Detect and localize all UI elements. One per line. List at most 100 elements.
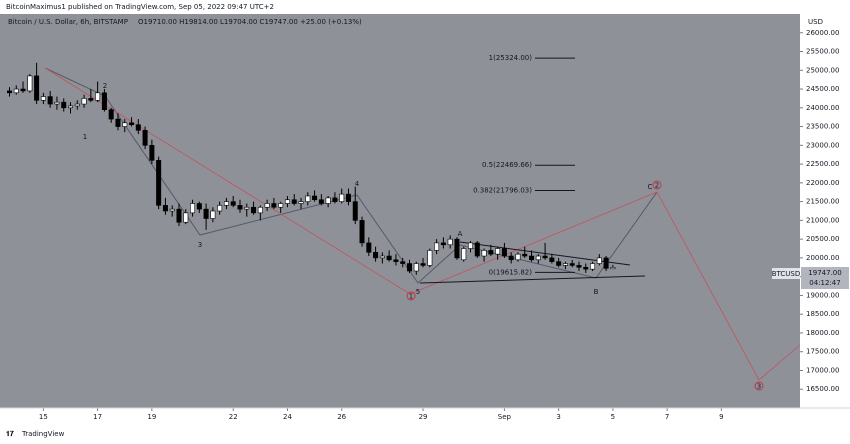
countdown: 04:12:47 (809, 279, 840, 287)
candle-body (88, 98, 94, 101)
wave-label: B (594, 288, 599, 296)
x-tick-label: 9 (719, 413, 723, 421)
candle-body (47, 96, 53, 105)
y-tick-label: 16500.00 (806, 385, 839, 393)
y-tick-label: 23500.00 (806, 123, 839, 131)
candle-body (508, 255, 514, 261)
projection-label: 1 (409, 293, 413, 301)
x-tick-label: 22 (229, 413, 238, 421)
last-price: 19747.00 (808, 269, 841, 277)
candle-body (20, 88, 26, 92)
candle-body (237, 205, 243, 210)
candle-body (515, 253, 521, 261)
y-tick-label: 18500.00 (806, 310, 839, 318)
candle-body (230, 201, 236, 206)
candle-body (339, 193, 345, 202)
candle-body (332, 197, 338, 202)
price-box (801, 267, 849, 289)
y-tick-label: 23000.00 (806, 141, 839, 149)
x-tick-label: 19 (147, 413, 156, 421)
candle-body (596, 257, 602, 264)
candle-body (305, 195, 311, 202)
ohlc-legend: O19710.00 H19814.00 L19704.00 C19747.00 … (138, 18, 362, 26)
candle-body (142, 130, 148, 146)
wave-label: A (458, 230, 463, 238)
wave-label: 2 (103, 82, 107, 90)
candle-body (223, 201, 229, 206)
candle-body (413, 263, 419, 272)
projection-label: 2 (655, 182, 659, 190)
candle-body (474, 242, 480, 257)
candle-body (210, 210, 216, 219)
x-tick-label: 7 (665, 413, 669, 421)
wave-label: 5 (416, 288, 420, 296)
y-tick-label: 24500.00 (806, 85, 839, 93)
candle-body (101, 92, 107, 110)
candle-body (291, 199, 297, 204)
candle-body (251, 206, 257, 214)
candle-body (501, 248, 507, 257)
candle-body (257, 206, 263, 214)
candle-body (149, 145, 155, 161)
y-tick-label: 19000.00 (806, 291, 839, 299)
candle-body (447, 238, 453, 246)
x-tick-label: 5 (611, 413, 615, 421)
y-tick-label: 25000.00 (806, 66, 839, 74)
candle-body (264, 203, 270, 208)
candle-body (183, 212, 189, 223)
x-tick-label: 24 (283, 413, 292, 421)
candle-body (40, 96, 46, 101)
triangle-lower (419, 275, 646, 284)
candle-body (54, 101, 60, 105)
candle-body (122, 122, 128, 127)
projection-label: 3 (757, 383, 761, 391)
candle-body (590, 263, 596, 270)
projection-marker (652, 180, 662, 190)
y-tick-label: 20000.00 (806, 254, 839, 262)
y-tick-label: 24000.00 (806, 104, 839, 112)
x-tick-label: 3 (556, 413, 560, 421)
fib-label: 0(19615.82) (489, 268, 533, 276)
publisher: BitcoinMaximus1 published on TradingView… (6, 3, 274, 11)
candle-body (162, 205, 168, 212)
price-axis (800, 14, 850, 408)
y-tick-label: 21500.00 (806, 198, 839, 206)
x-tick-label: 29 (419, 413, 428, 421)
y-tick-label: 21000.00 (806, 216, 839, 224)
candle-body (169, 208, 175, 212)
x-tick-label: 17 (93, 413, 102, 421)
wave-label: 3 (198, 241, 202, 249)
symbol-box (772, 268, 800, 279)
projection-path (44, 67, 801, 381)
candle-body (271, 203, 277, 208)
candle-body (318, 199, 324, 204)
y-tick-label: 20500.00 (806, 235, 839, 243)
candle-body (325, 197, 331, 204)
candle-body (34, 75, 40, 101)
candle-body (406, 263, 412, 272)
candle-body (379, 255, 385, 259)
candle-body (284, 199, 290, 204)
candle-body (373, 251, 379, 259)
y-tick-label: 26000.00 (806, 29, 839, 37)
candle-body (244, 206, 250, 210)
candle-body (6, 90, 12, 94)
candle-body (13, 88, 19, 94)
candle-body (108, 109, 114, 120)
candle-body (156, 160, 162, 206)
candle-body (61, 101, 67, 109)
fib-label: 1(25324.00) (489, 54, 533, 62)
y-tick-label: 22000.00 (806, 179, 839, 187)
candle-body (542, 255, 548, 259)
logo: 𝟏𝟕 (6, 430, 14, 438)
candle-body (312, 195, 318, 201)
candle-body (522, 253, 528, 257)
candle-body (278, 203, 284, 208)
y-tick-label: 17000.00 (806, 366, 839, 374)
candle-body (190, 203, 196, 214)
candle-body (549, 257, 555, 262)
x-tick-label: Sep (498, 413, 512, 421)
candle-body (217, 205, 223, 212)
candle-body (481, 250, 487, 257)
